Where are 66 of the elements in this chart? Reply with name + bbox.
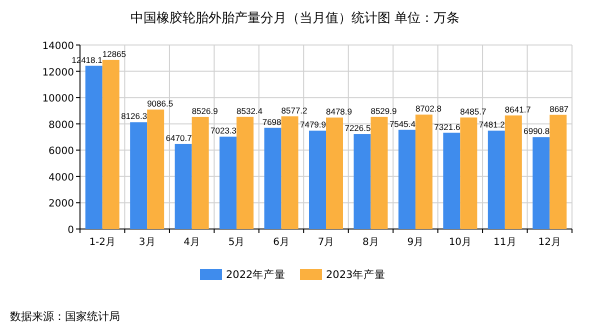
bar [192,116,209,229]
bar [504,115,522,229]
data-label: 9086.5 [147,98,174,109]
bar [443,132,460,229]
bar [130,122,148,229]
bar [398,130,416,229]
bar [281,116,298,229]
data-label: 7481.2 [478,120,506,130]
bar [236,116,254,229]
bar [220,136,237,229]
x-tick-label: 9月 [407,237,424,248]
bar [309,130,326,229]
chart-title: 中国橡胶轮胎外胎产量分月（当月值）统计图 单位：万条 [130,11,460,26]
data-label: 7698 [262,116,282,127]
data-label: 8485.7 [460,106,486,116]
x-tick-label: 10月 [448,237,472,248]
data-label: 6990.8 [524,126,550,136]
x-tick-label: 5月 [228,237,245,248]
bar [415,114,432,229]
data-label: 8702.8 [415,104,442,114]
data-label: 7321.6 [434,122,460,132]
bar [174,144,192,229]
data-label: 7545.4 [389,118,416,129]
bar [264,128,282,229]
bar [147,110,164,229]
data-label: 8478.9 [326,106,352,117]
bar [532,137,550,229]
bar [102,60,120,229]
data-label: 7226.5 [344,123,371,134]
data-label: 8126.3 [121,111,148,122]
y-tick-label: 10000 [42,94,74,105]
x-tick-label: 12月 [538,237,562,248]
data-label: 7023.3 [210,126,237,136]
y-tick-label: 0 [68,225,74,236]
data-label: 12865 [102,48,126,59]
bar [85,66,102,229]
x-tick-label: 3月 [138,237,156,248]
x-tick-label: 1-2月 [89,237,116,248]
y-tick-label: 8000 [48,120,74,131]
source-note: 数据来源：国家统计局 [10,310,120,323]
bar [326,118,343,229]
data-label: 6470.7 [166,132,192,143]
bar [370,116,388,229]
bar [550,114,567,229]
data-label: 8687 [550,104,569,114]
legend-label: 2022年产量 [226,268,286,281]
y-tick-label: 6000 [48,146,74,158]
y-tick-label: 14000 [42,41,74,52]
x-tick-label: 4月 [184,237,200,248]
x-tick-label: 6月 [273,237,290,248]
bar [488,130,505,229]
data-label: 8641.7 [504,104,532,114]
data-label: 7479.9 [300,120,326,130]
y-tick-label: 2000 [48,198,74,210]
data-label: 8529.9 [370,106,397,116]
data-label: 8526.9 [192,106,218,116]
bar [354,134,371,229]
data-label: 8532.4 [236,106,263,116]
x-tick-label: 8月 [362,237,379,248]
legend-label: 2023年产量 [326,268,386,281]
x-tick-label: 7月 [318,237,334,248]
data-label: 8577.2 [281,105,308,116]
y-tick-label: 4000 [48,172,74,184]
y-tick-label: 12000 [42,67,74,78]
bar [460,117,478,229]
x-tick-label: 11月 [494,237,516,248]
